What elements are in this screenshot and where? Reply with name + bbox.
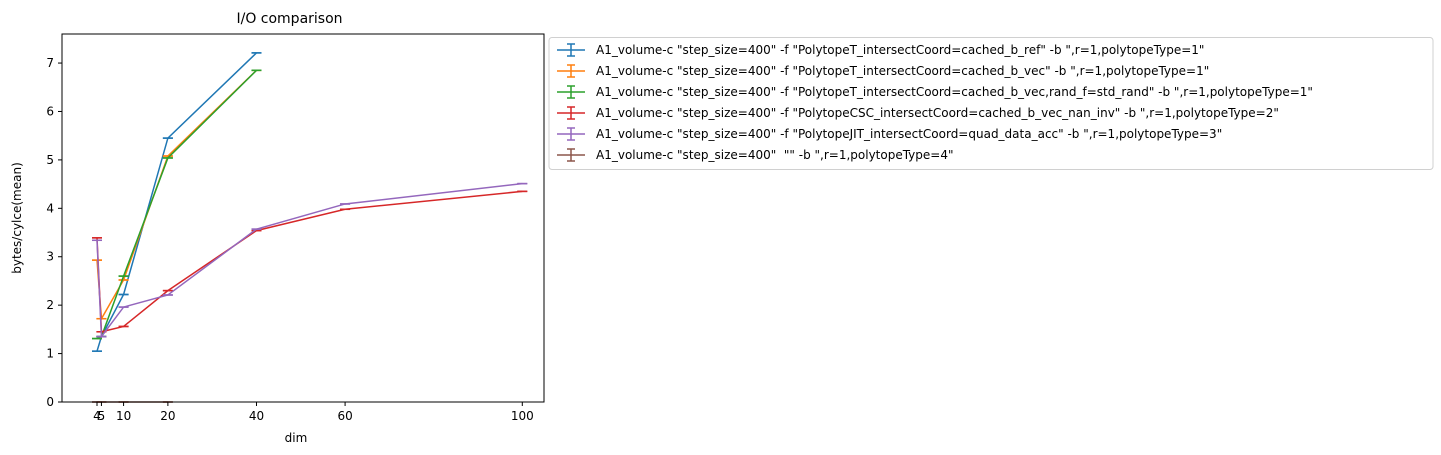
x-tick-label: 5 <box>98 409 106 423</box>
series-1 <box>91 52 262 352</box>
series-line <box>96 182 523 339</box>
x-tick-label: 100 <box>511 409 534 423</box>
legend-item: A1_volume-c "step_size=400" -f "Polytope… <box>557 43 1204 57</box>
legend-label: A1_volume-c "step_size=400" "" -b ",r=1,… <box>596 148 954 162</box>
y-axis-ticks: 0 1 2 3 4 5 6 7 <box>46 56 62 409</box>
legend-label: A1_volume-c "step_size=400" -f "Polytope… <box>596 64 1209 78</box>
y-tick-label: 5 <box>46 153 54 167</box>
legend-label: A1_volume-c "step_size=400" -f "Polytope… <box>596 85 1313 99</box>
series-line <box>96 190 523 333</box>
legend-item: A1_volume-c "step_size=400" "" -b ",r=1,… <box>557 148 954 162</box>
y-tick-label: 6 <box>46 104 54 118</box>
legend-label: A1_volume-c "step_size=400" -f "Polytope… <box>596 43 1204 57</box>
legend-frame <box>548 37 1434 170</box>
legend-item: A1_volume-c "step_size=400" -f "Polytope… <box>557 64 1209 78</box>
legend-item: A1_volume-c "step_size=400" -f "Polytope… <box>557 106 1279 120</box>
chart-title: I/O comparison <box>236 11 342 27</box>
series-3 <box>91 69 262 340</box>
y-tick-label: 4 <box>46 201 54 215</box>
legend: A1_volume-c "step_size=400" -f "Polytope… <box>548 37 1434 170</box>
y-tick-label: 1 <box>46 347 54 361</box>
x-axis-label: dim <box>285 431 308 445</box>
x-tick-label: 40 <box>249 409 264 423</box>
y-axis-label: bytes/cylce(mean) <box>10 162 24 274</box>
y-tick-label: 0 <box>46 395 54 409</box>
x-tick-label: 60 <box>337 409 352 423</box>
y-tick-label: 2 <box>46 298 54 312</box>
legend-label: A1_volume-c "step_size=400" -f "Polytope… <box>596 127 1222 141</box>
x-axis-ticks: 45 10 20 40 60 100 <box>93 402 534 423</box>
legend-label: A1_volume-c "step_size=400" -f "Polytope… <box>596 106 1279 120</box>
series-5 <box>91 182 528 339</box>
series-4 <box>91 190 528 333</box>
x-tick-label: 4 <box>93 409 101 423</box>
legend-item: A1_volume-c "step_size=400" -f "Polytope… <box>557 127 1222 141</box>
y-tick-label: 7 <box>46 56 54 70</box>
legend-item: A1_volume-c "step_size=400" -f "Polytope… <box>557 85 1313 99</box>
x-tick-label: 10 <box>116 409 131 423</box>
series-layer <box>91 52 528 403</box>
y-tick-label: 3 <box>46 250 54 264</box>
plot-frame <box>61 33 545 403</box>
series-2 <box>91 69 262 322</box>
x-tick-label: 20 <box>160 409 175 423</box>
